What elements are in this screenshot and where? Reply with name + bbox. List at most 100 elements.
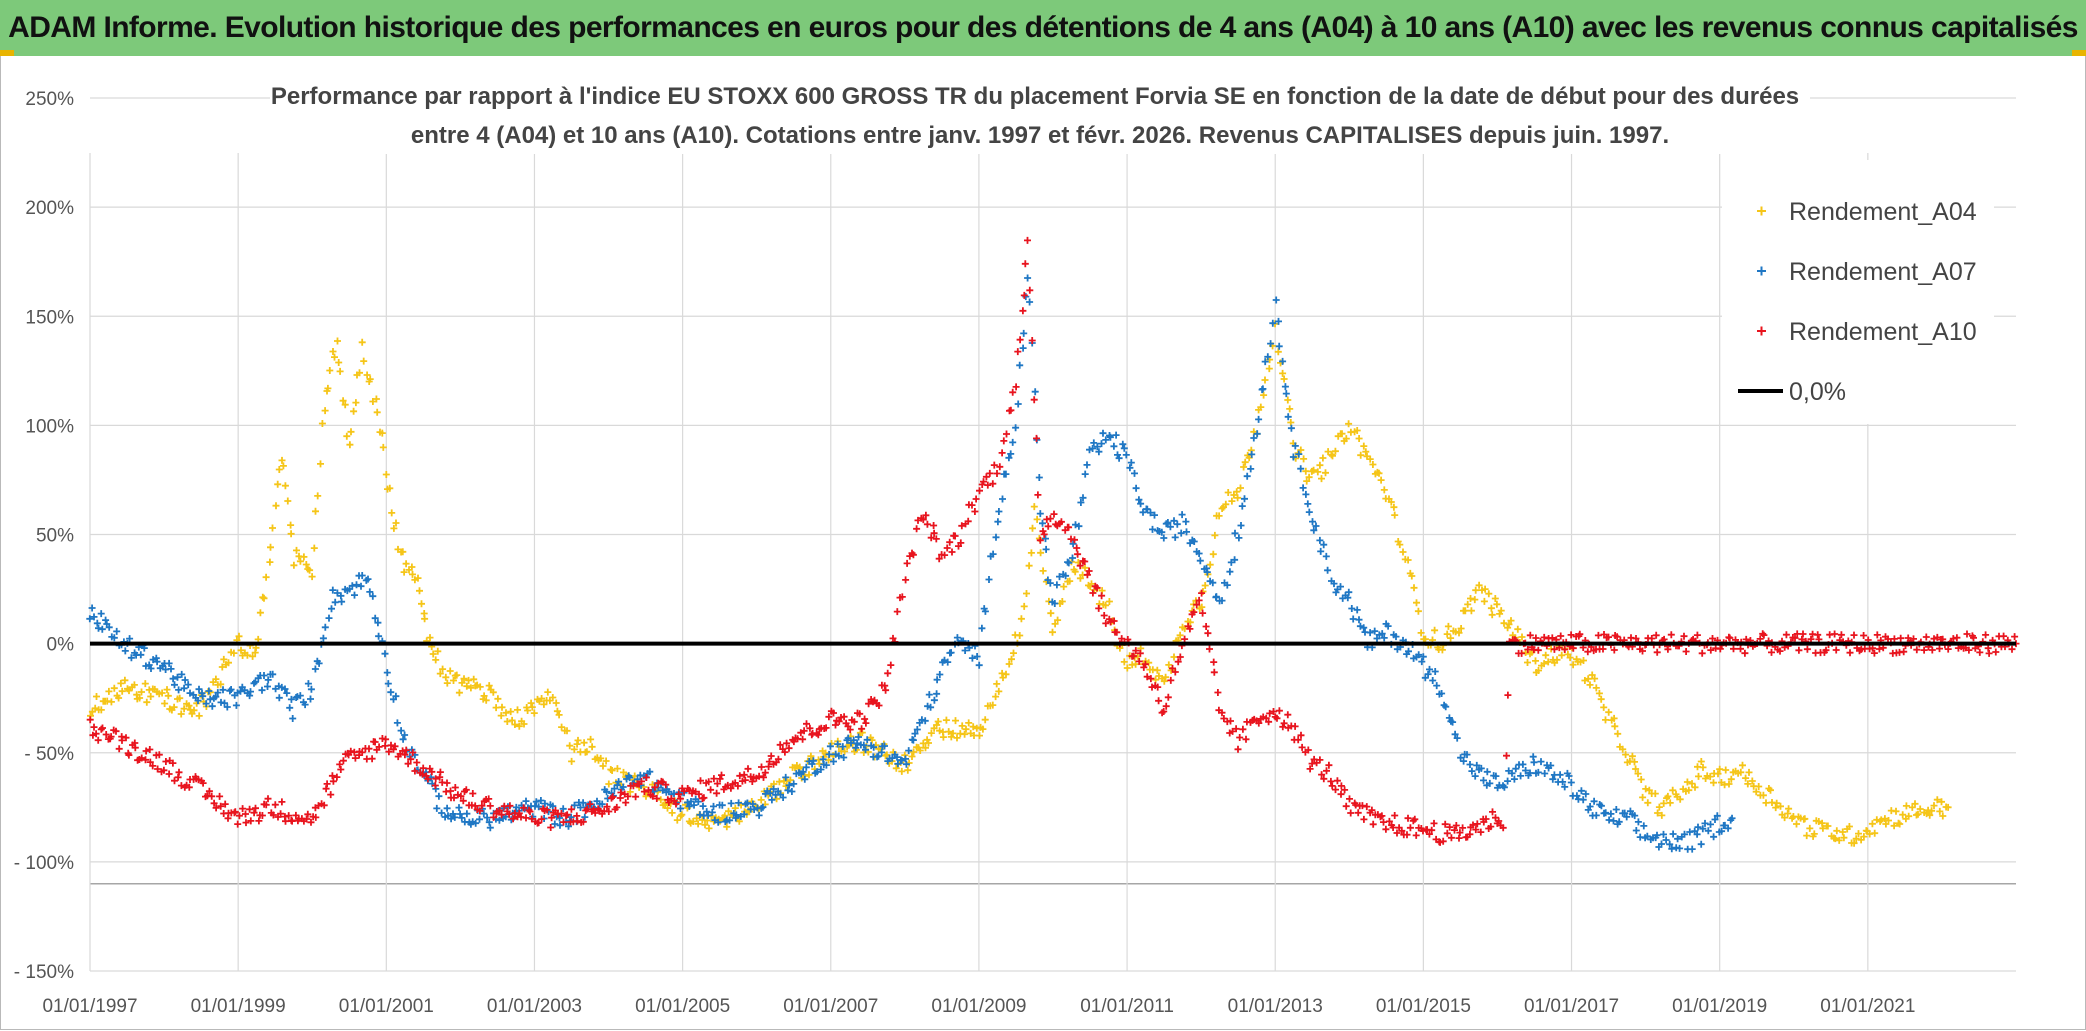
data-point-rendement-a04-01-02-2022 bbox=[1944, 803, 1952, 811]
marker-run bbox=[1289, 442, 1313, 516]
marker-run bbox=[1679, 763, 1702, 795]
marker-run bbox=[531, 805, 567, 831]
legend-label: Rendement_A04 bbox=[1789, 198, 1977, 226]
x-tick-label: 01/01/2017 bbox=[1524, 996, 1619, 1017]
data-point-rendement-a04-01-10-2014 bbox=[1401, 555, 1425, 637]
marker-run bbox=[1327, 430, 1350, 460]
marker bbox=[1728, 814, 1736, 822]
data-point-rendement-a04-01-07-2013 bbox=[1308, 448, 1332, 483]
data-point-rendement-a07-01-04-2009 bbox=[994, 438, 1017, 526]
data-point-rendement-a07-01-07-2012 bbox=[1235, 434, 1258, 542]
data-point-rendement-a07-01-01-2012 bbox=[1196, 557, 1220, 601]
data-point-rendement-a07-01-07-2010 bbox=[1086, 429, 1110, 456]
marker-run bbox=[1716, 765, 1740, 789]
data-point-rendement-a04-01-06-2002 bbox=[487, 686, 511, 725]
marker-run bbox=[290, 546, 314, 574]
data-point-rendement-a10-01-06-2014 bbox=[1376, 812, 1425, 839]
marker-run bbox=[1494, 767, 1518, 792]
legend-marker bbox=[1757, 326, 1766, 336]
x-tick-label: 01/01/2011 bbox=[1080, 996, 1174, 1017]
marker-run bbox=[549, 694, 574, 750]
marker-run bbox=[1234, 428, 1258, 502]
marker-run bbox=[234, 800, 270, 828]
data-point-rendement-a10-01-01-2002 bbox=[457, 786, 493, 815]
marker-run bbox=[1050, 510, 1073, 534]
marker-run bbox=[376, 428, 394, 493]
marker-run bbox=[1863, 815, 1889, 838]
data-point-rendement-a07-01-10-1999 bbox=[289, 680, 314, 722]
marker-run bbox=[1160, 517, 1185, 542]
data-point-rendement-a07-01-01-2017 bbox=[1567, 779, 1592, 814]
data-point-rendement-a07-01-06-1997 bbox=[118, 635, 167, 672]
data-point-rendement-a04-01-01-2020 bbox=[1789, 813, 1814, 840]
y-tick-label: 200% bbox=[25, 198, 74, 219]
data-point-rendement-a10-01-04-2010 bbox=[1067, 535, 1091, 579]
marker-run bbox=[827, 707, 864, 734]
marker-run bbox=[234, 672, 271, 700]
data-point-rendement-a10-01-10-2012 bbox=[1253, 708, 1277, 727]
data-point-rendement-a04-01-09-2000 bbox=[358, 338, 381, 416]
data-point-rendement-a10-01-07-2013 bbox=[1308, 755, 1333, 783]
data-point-rendement-a07-01-06-2006 bbox=[784, 750, 833, 795]
data-point-rendement-a04-01-12-2002 bbox=[524, 688, 554, 717]
marker-run bbox=[364, 575, 389, 658]
data-point-rendement-a04-01-05-2000 bbox=[334, 337, 351, 440]
y-tick-label: - 100% bbox=[14, 853, 74, 874]
marker-run bbox=[1493, 817, 1505, 829]
x-tick-label: 01/01/2003 bbox=[487, 996, 582, 1017]
data-point-rendement-a10-01-06-2003 bbox=[562, 800, 611, 826]
marker-run bbox=[486, 802, 536, 823]
data-series bbox=[86, 236, 2020, 853]
marker-run bbox=[321, 348, 338, 415]
data-point-rendement-a04-01-10-2003 bbox=[587, 735, 610, 770]
data-point-rendement-a04-01-07-2011 bbox=[1160, 631, 1184, 685]
data-point-rendement-a07-01-10-2016 bbox=[1549, 769, 1573, 791]
data-point-rendement-a04-01-06-2001 bbox=[414, 574, 431, 645]
marker-run bbox=[1178, 511, 1203, 557]
data-point-rendement-a04-01-04-2003 bbox=[549, 694, 574, 750]
marker-run bbox=[1678, 823, 1702, 853]
data-point-rendement-a04-01-11-2001 bbox=[443, 667, 468, 697]
marker-run bbox=[1567, 779, 1592, 814]
data-point-rendement-a04-01-07-2019 bbox=[1752, 783, 1776, 807]
data-point-rendement-a07-01-04-2000 bbox=[328, 585, 351, 613]
y-tick-label: 250% bbox=[25, 89, 74, 110]
data-point-rendement-a10-01-01-2010 bbox=[1050, 510, 1073, 534]
data-point-rendement-a10-01-04-2009 bbox=[993, 388, 1017, 477]
data-point-rendement-a10-01-07-2008 bbox=[938, 532, 962, 559]
y-tick-label: - 50% bbox=[24, 744, 74, 765]
y-tick-label: - 150% bbox=[14, 962, 74, 983]
data-point-rendement-a07-01-01-2019 bbox=[1715, 816, 1735, 836]
marker-run bbox=[1364, 627, 1388, 651]
marker-run bbox=[1499, 691, 1512, 832]
data-point-rendement-a04-01-12-2000 bbox=[376, 428, 394, 493]
y-axis-tick-labels: 250% 200% 150% 100% 50% 0% - 50% - 100% - 150% bbox=[14, 89, 74, 983]
marker-run bbox=[118, 733, 165, 776]
data-point-rendement-a04-01-04-2019 bbox=[1734, 761, 1758, 790]
marker-run bbox=[1122, 451, 1147, 516]
data-point-rendement-a04-01-01-2005 bbox=[678, 801, 715, 832]
marker-run bbox=[1772, 799, 1796, 822]
marker-run bbox=[1419, 819, 1455, 846]
marker-run bbox=[161, 659, 197, 699]
data-point-rendement-a10-01-04-2013 bbox=[1290, 722, 1314, 773]
marker-run bbox=[1141, 660, 1166, 717]
data-point-rendement-a04-01-04-2018 bbox=[1660, 786, 1684, 807]
data-point-rendement-a07-01-06-1998 bbox=[192, 685, 240, 711]
marker-run bbox=[307, 614, 333, 693]
legend-marker bbox=[1757, 206, 1766, 216]
marker-run bbox=[426, 634, 450, 681]
title-banner bbox=[0, 0, 2086, 56]
data-point-rendement-a07-01-07-2018 bbox=[1678, 823, 1702, 853]
marker-run bbox=[784, 750, 833, 795]
data-point-rendement-a07-01-07-2014 bbox=[1382, 620, 1407, 653]
marker-run bbox=[1401, 555, 1425, 637]
marker-run bbox=[1345, 588, 1369, 636]
marker-run bbox=[1069, 461, 1091, 562]
data-point-rendement-a10-01-01-2007 bbox=[827, 707, 864, 734]
data-point-rendement-a04-01-05-2009 bbox=[999, 631, 1024, 682]
marker-run bbox=[1660, 830, 1684, 853]
marker-run bbox=[1382, 620, 1407, 653]
data-point-rendement-a10-01-06-2015 bbox=[1451, 808, 1499, 842]
